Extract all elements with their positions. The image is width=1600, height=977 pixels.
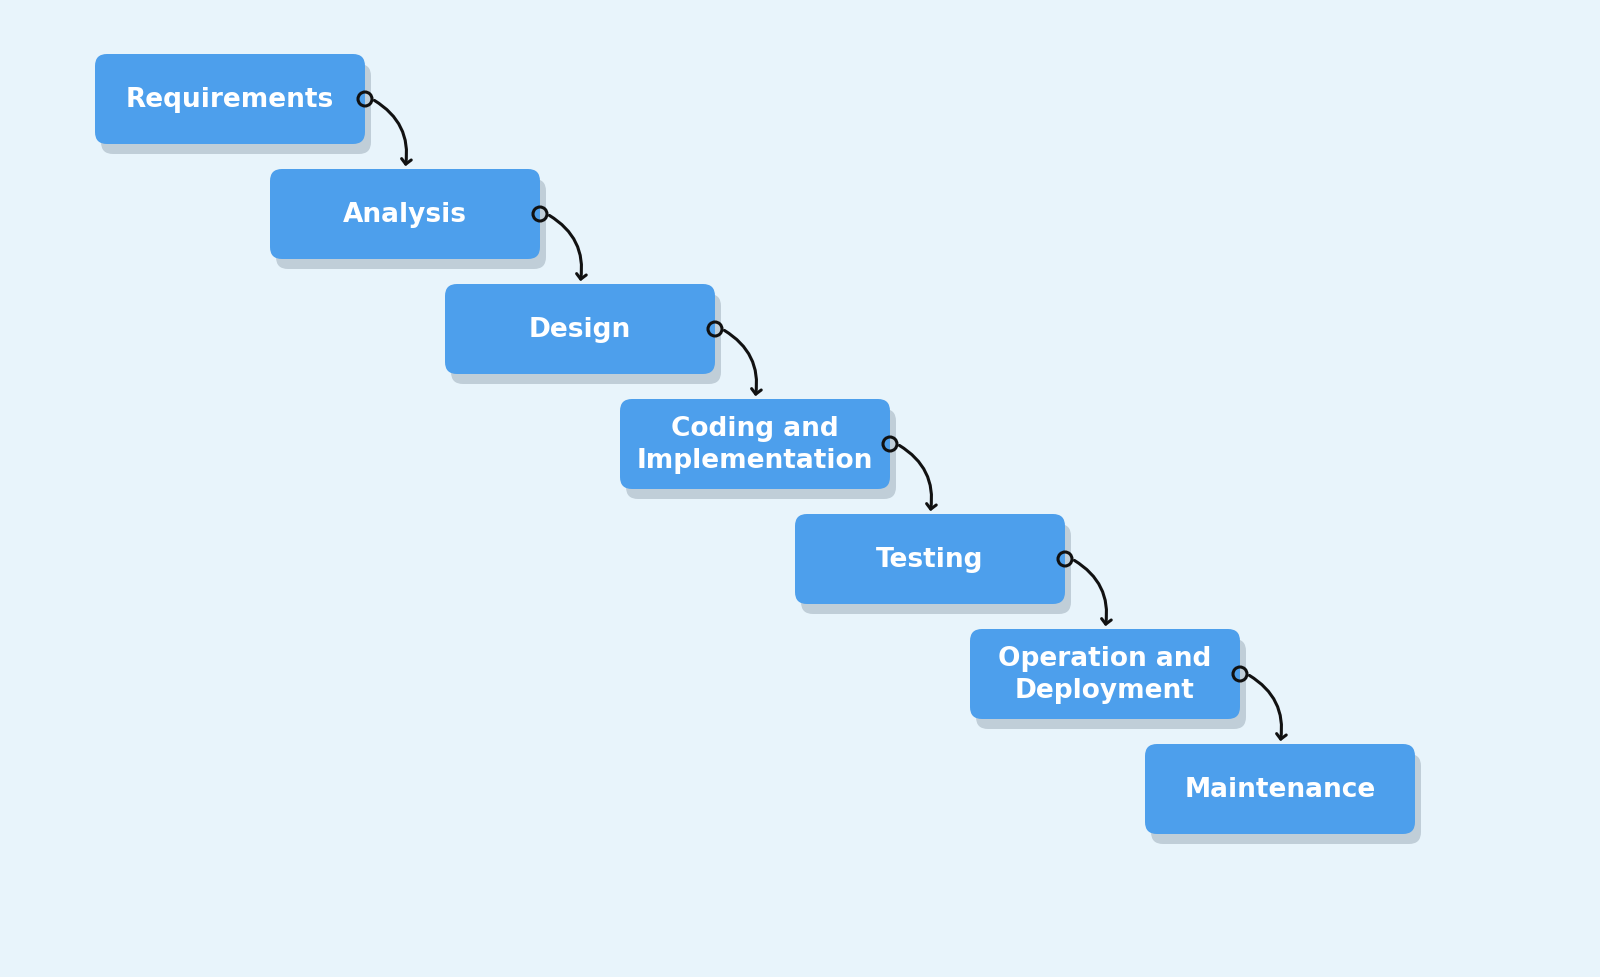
FancyBboxPatch shape bbox=[976, 639, 1246, 729]
Text: Analysis: Analysis bbox=[342, 202, 467, 228]
FancyBboxPatch shape bbox=[445, 284, 715, 374]
FancyBboxPatch shape bbox=[626, 409, 896, 499]
Text: Coding and
Implementation: Coding and Implementation bbox=[637, 415, 874, 474]
FancyBboxPatch shape bbox=[94, 55, 365, 145]
FancyBboxPatch shape bbox=[1146, 744, 1414, 834]
FancyBboxPatch shape bbox=[802, 525, 1070, 615]
Text: Testing: Testing bbox=[877, 546, 984, 573]
FancyBboxPatch shape bbox=[970, 629, 1240, 719]
FancyBboxPatch shape bbox=[101, 64, 371, 154]
Text: Maintenance: Maintenance bbox=[1184, 776, 1376, 802]
Text: Design: Design bbox=[530, 317, 630, 343]
FancyBboxPatch shape bbox=[621, 400, 890, 489]
Text: Operation and
Deployment: Operation and Deployment bbox=[998, 646, 1211, 703]
FancyBboxPatch shape bbox=[1150, 754, 1421, 844]
Text: Requirements: Requirements bbox=[126, 87, 334, 113]
FancyBboxPatch shape bbox=[270, 170, 541, 260]
FancyBboxPatch shape bbox=[795, 515, 1066, 605]
FancyBboxPatch shape bbox=[451, 295, 722, 385]
FancyBboxPatch shape bbox=[277, 180, 546, 270]
